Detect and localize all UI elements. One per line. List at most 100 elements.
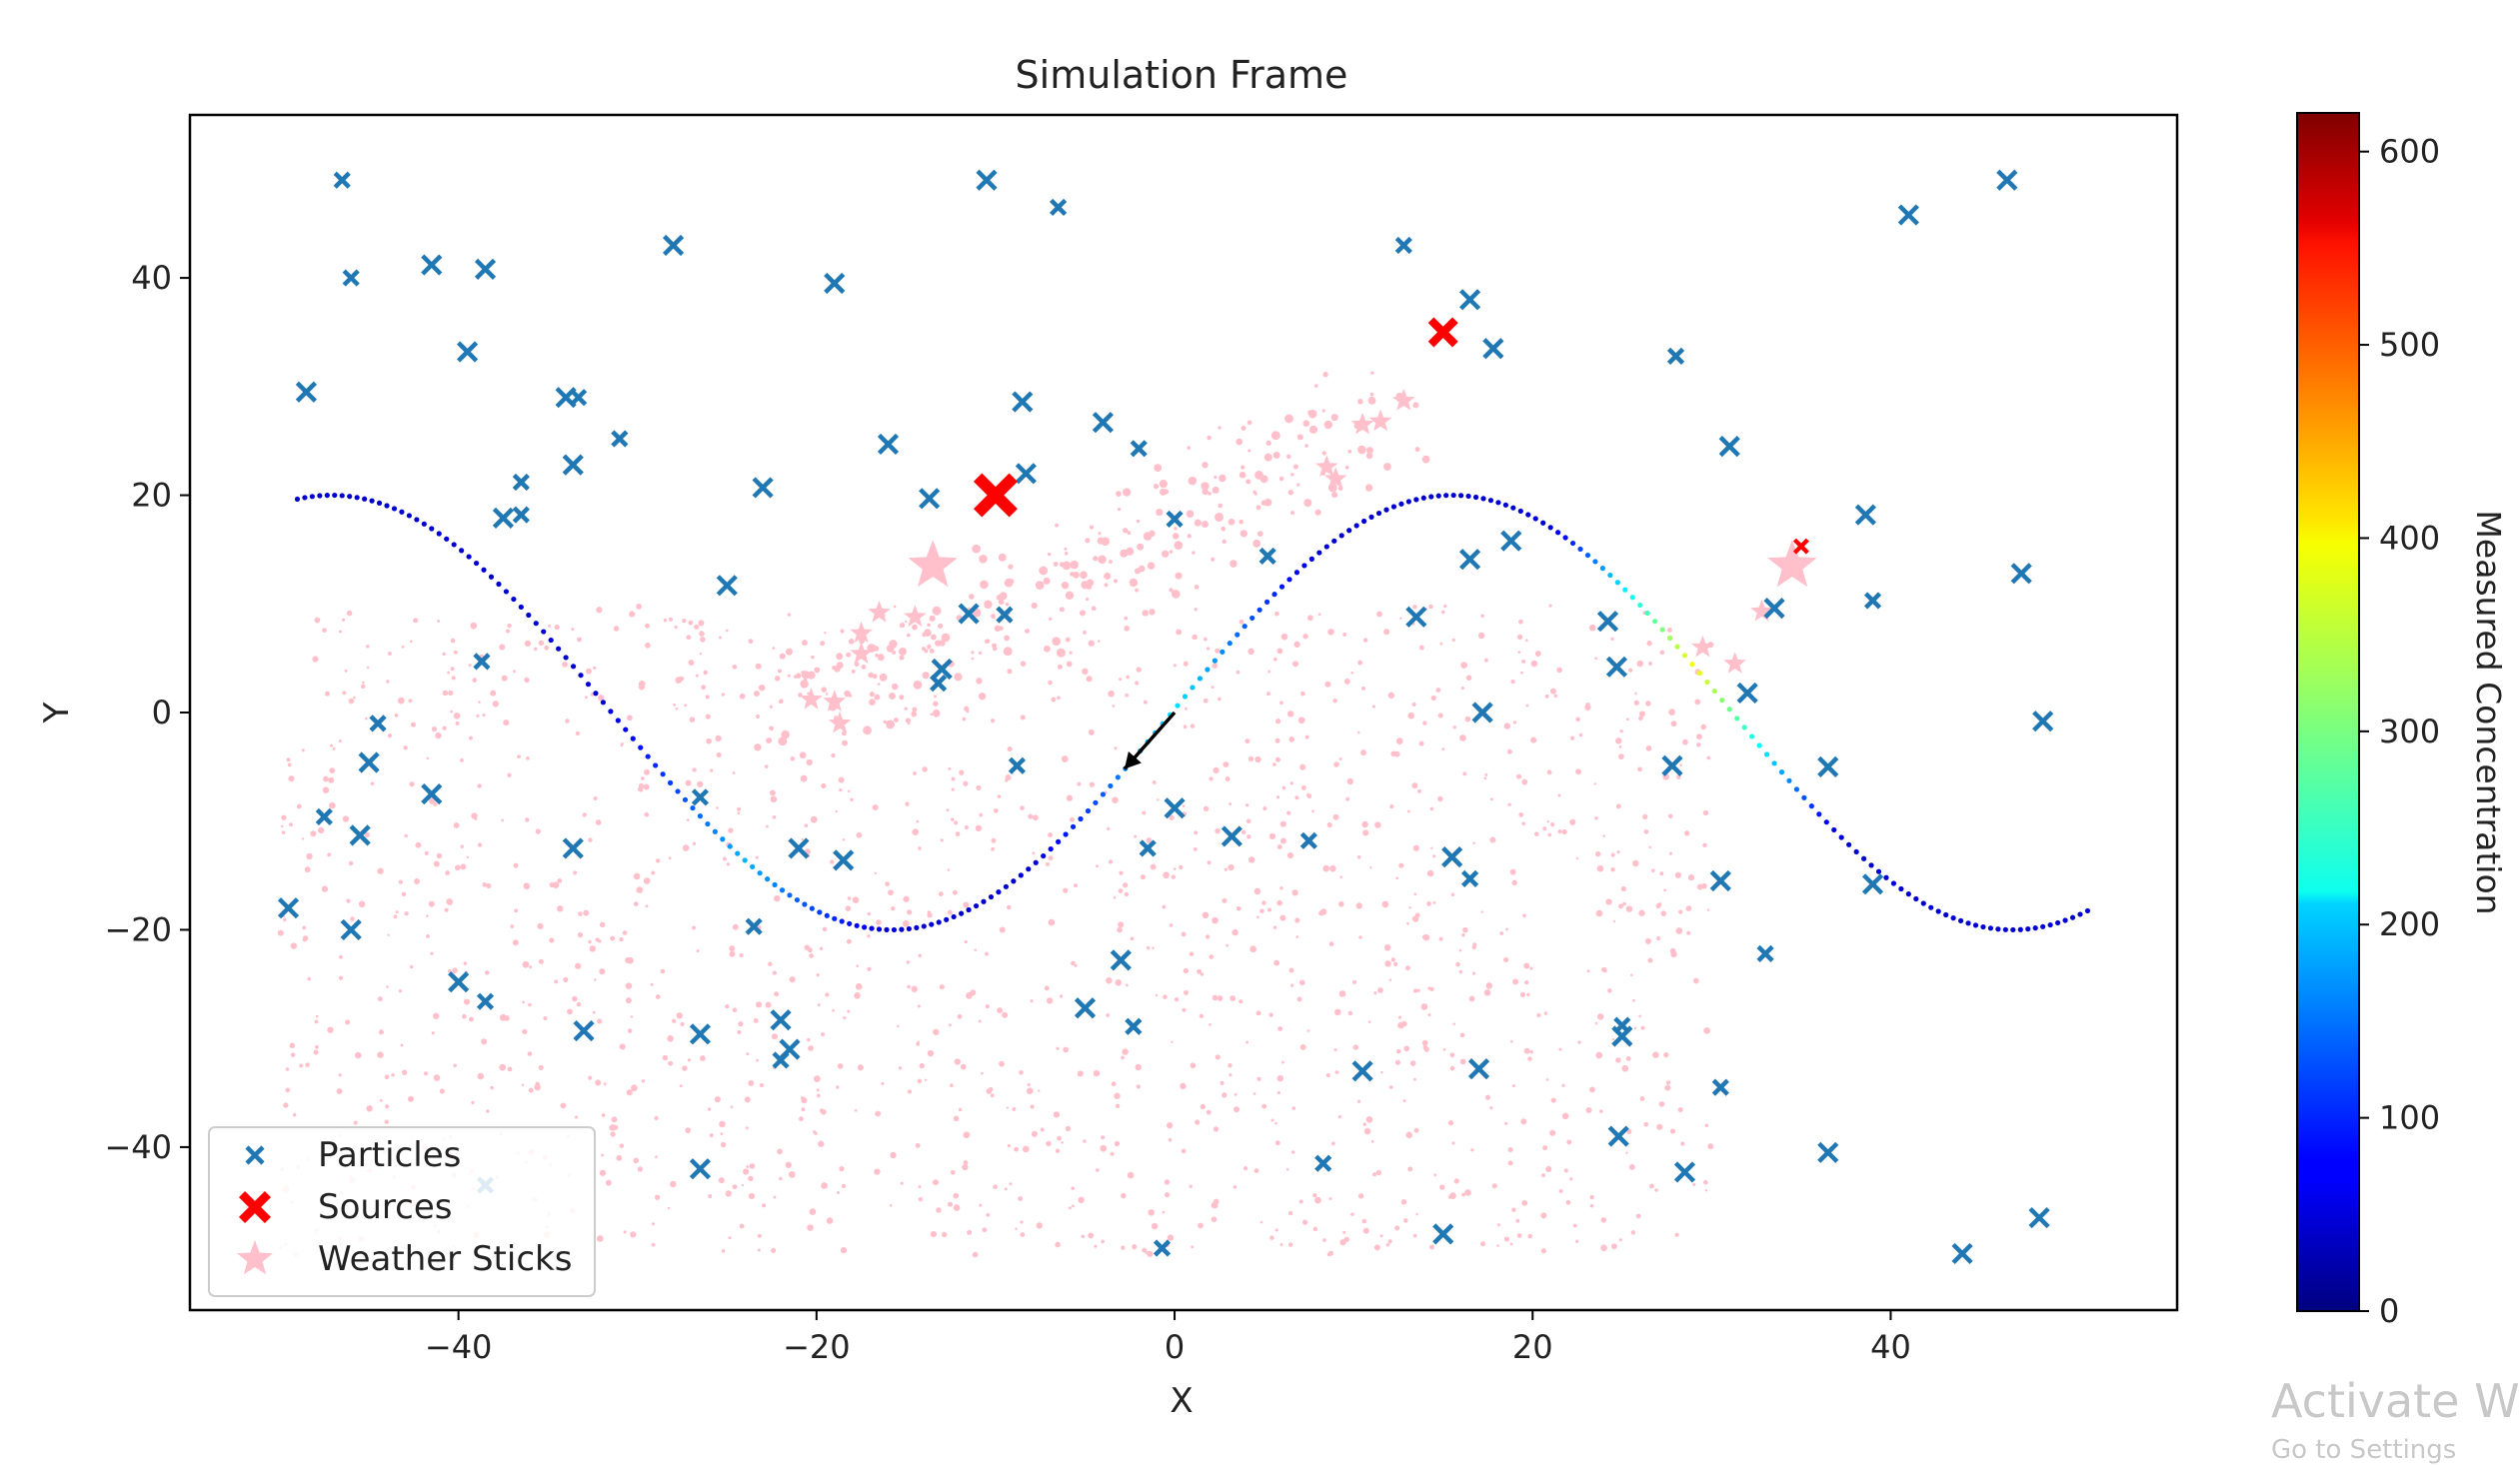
weather-dot	[450, 710, 453, 714]
weather-dot	[1212, 994, 1219, 1001]
weather-dot	[1397, 1015, 1402, 1019]
weather-dot	[916, 819, 920, 823]
weather-dot	[1432, 854, 1436, 858]
sensor-path-point	[653, 762, 659, 768]
weather-dot	[801, 1107, 806, 1112]
weather-dot	[481, 1038, 488, 1045]
weather-dot	[1618, 903, 1623, 909]
weather-dot	[879, 673, 888, 682]
weather-dot	[1658, 1101, 1665, 1107]
weather-dot	[507, 1066, 513, 1072]
weather-dot	[1057, 664, 1063, 670]
weather-dot	[855, 982, 863, 990]
weather-dot	[1612, 919, 1616, 923]
weather-dot	[1358, 935, 1362, 939]
weather-dot	[888, 693, 896, 701]
weather-dot	[505, 629, 511, 634]
weather-dot	[1421, 455, 1430, 464]
weather-dot	[1005, 774, 1012, 781]
weather-dot	[1012, 1106, 1017, 1111]
sensor-path-point	[2062, 917, 2068, 923]
weather-dot	[848, 789, 851, 792]
weather-dot	[1167, 1234, 1175, 1241]
weather-dot	[1222, 897, 1228, 903]
weather-dot	[1388, 978, 1392, 981]
weather-dot	[1287, 490, 1294, 496]
weather-dot	[947, 868, 951, 871]
particle-marker	[1482, 338, 1504, 360]
particle-marker	[1012, 391, 1034, 413]
weather-dot	[1190, 1062, 1197, 1069]
weather-dot	[904, 707, 908, 711]
weather-dot	[598, 695, 605, 702]
particle-marker	[277, 897, 300, 919]
weather-stick-marker	[908, 540, 958, 588]
weather-dot	[1511, 1207, 1516, 1212]
weather-dot	[753, 1017, 759, 1023]
weather-dot	[379, 1098, 383, 1102]
weather-dot	[533, 647, 538, 652]
weather-dot	[1211, 1216, 1218, 1223]
weather-dot	[626, 1089, 633, 1096]
weather-dot	[1685, 905, 1692, 911]
particle-marker	[1817, 1141, 1839, 1163]
sensor-path-point	[996, 889, 1002, 895]
sensor-path-point	[1883, 874, 1889, 880]
weather-dot	[339, 954, 343, 959]
weather-dot	[1589, 1194, 1594, 1200]
weather-dot	[1314, 1196, 1321, 1204]
weather-dot	[1274, 1140, 1280, 1146]
weather-dot	[1228, 1062, 1233, 1068]
weather-dot	[1308, 425, 1318, 434]
weather-dot	[1395, 737, 1403, 744]
weather-dot	[1556, 668, 1560, 671]
weather-dot	[804, 944, 810, 950]
weather-dot	[1162, 904, 1167, 909]
particle-marker	[1164, 797, 1186, 819]
weather-dot	[1157, 798, 1160, 801]
weather-dot	[732, 1007, 738, 1013]
sensor-path-point	[951, 913, 957, 920]
particle-marker	[1110, 949, 1132, 971]
weather-dot	[537, 922, 544, 930]
weather-dot	[1032, 851, 1036, 855]
weather-dot	[1124, 616, 1129, 621]
weather-dot	[1327, 629, 1334, 636]
particle-marker	[342, 269, 360, 287]
weather-dot	[1360, 749, 1367, 756]
weather-dot	[1499, 931, 1504, 935]
sensor-path-point	[1278, 584, 1285, 590]
weather-dot	[847, 1009, 851, 1013]
weather-dot	[1290, 983, 1294, 987]
sensor-path-point	[1935, 908, 1941, 914]
weather-dot	[1706, 908, 1710, 911]
weather-dot	[1161, 550, 1170, 559]
weather-dot	[1104, 572, 1112, 581]
sensor-path-point	[1383, 507, 1389, 513]
weather-dot	[725, 629, 729, 633]
weather-dot	[466, 855, 469, 859]
weather-dot	[1248, 449, 1252, 453]
weather-dot	[304, 866, 311, 873]
weather-dot	[1111, 1081, 1117, 1087]
weather-dot	[1449, 1052, 1455, 1058]
weather-dot	[881, 1081, 885, 1086]
weather-dot	[1300, 784, 1306, 790]
weather-dot	[1485, 982, 1492, 989]
weather-dot	[1106, 1013, 1111, 1017]
weather-dot	[981, 1071, 984, 1075]
weather-dot	[1134, 834, 1138, 838]
weather-dot	[1254, 1168, 1260, 1174]
weather-dot	[905, 718, 911, 724]
weather-dot	[1272, 657, 1277, 662]
weather-stick-marker	[1691, 635, 1714, 658]
weather-dot	[1365, 1116, 1373, 1123]
weather-dot	[1458, 969, 1463, 974]
sensor-path-point	[1465, 493, 1471, 500]
weather-dot	[1696, 883, 1703, 890]
weather-dot	[538, 640, 545, 647]
weather-dot	[1518, 811, 1524, 817]
weather-dot	[1053, 562, 1059, 567]
weather-dot	[1602, 968, 1607, 973]
weather-dot	[1461, 932, 1465, 937]
